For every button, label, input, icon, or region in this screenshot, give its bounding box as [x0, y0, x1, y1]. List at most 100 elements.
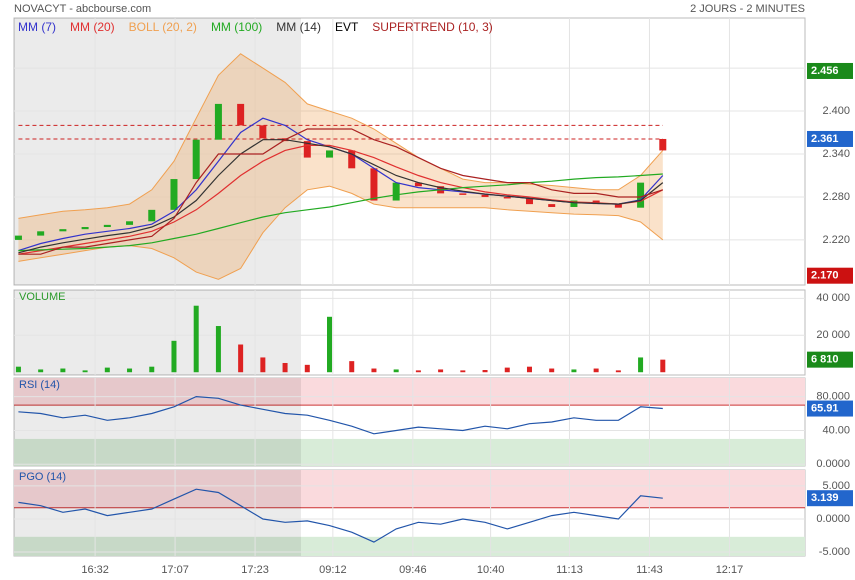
legend-entry: SUPERTREND (10, 3) [372, 20, 492, 34]
panel-title: RSI (14) [19, 379, 60, 391]
volume-bar [238, 344, 244, 373]
x-tick-label: 11:13 [556, 564, 583, 576]
price-tag [807, 400, 853, 417]
indicator-line [18, 395, 663, 435]
y-tick-label: 40 000 [816, 292, 850, 304]
y-tick-label: 2.280 [822, 191, 850, 203]
volume-bar [327, 316, 333, 373]
candle [259, 125, 267, 139]
y-tick-label: 40.00 [822, 424, 850, 436]
bollinger-upper [18, 53, 664, 219]
candle [126, 221, 134, 225]
volume-bar [282, 362, 288, 373]
y-tick-label: 2.400 [822, 105, 850, 117]
oversold-zone [14, 536, 805, 556]
price-tag-label: 2.170 [811, 270, 839, 282]
volume-bar [482, 370, 488, 373]
x-tick-label: 09:12 [319, 564, 347, 576]
volume-bar [304, 364, 310, 373]
y-tick-label: 0.0000 [816, 458, 850, 470]
volume-bar [104, 367, 110, 373]
candle [214, 103, 222, 140]
volume-bar [504, 367, 510, 373]
volume-bar [615, 370, 621, 373]
y-tick-label: 80.000 [816, 391, 850, 403]
candle [192, 139, 200, 180]
volume-bar [526, 366, 532, 373]
x-tick-label: 11:43 [636, 564, 663, 576]
period-label: 2 JOURS - 2 MINUTES [690, 3, 805, 15]
volume-bar [660, 359, 666, 373]
overbought-zone [14, 378, 805, 406]
x-tick-label: 09:46 [399, 564, 427, 576]
volume-bar [38, 369, 44, 373]
volume-bar [349, 361, 355, 373]
candle [637, 182, 645, 208]
previous-session-shade [14, 378, 301, 466]
candle [525, 198, 533, 205]
volume-bar [638, 357, 644, 373]
y-tick-label: 20 000 [816, 329, 850, 341]
indicator-line [18, 144, 664, 255]
volume-bar [193, 305, 199, 373]
y-tick-label: 2.340 [822, 148, 850, 160]
legend-entry: MM (7) [18, 20, 56, 34]
candle [570, 200, 578, 207]
volume-bar [60, 368, 66, 373]
oversold-zone [14, 438, 805, 466]
x-tick-label: 17:07 [161, 564, 189, 576]
previous-session-shade [14, 290, 301, 375]
price-tag [807, 62, 853, 79]
volume-bar [149, 366, 155, 373]
volume-bar [15, 366, 21, 373]
legend-entry: BOLL (20, 2) [129, 20, 197, 34]
volume-bar [171, 340, 177, 373]
volume-bar [593, 368, 599, 373]
candle [81, 227, 89, 230]
price-tag-label: 3.139 [811, 492, 839, 504]
candle [148, 209, 156, 222]
price-tag [807, 351, 853, 368]
x-tick-label: 10:40 [477, 564, 505, 576]
candle [481, 194, 489, 197]
x-tick-label: 12:17 [716, 564, 744, 576]
price-tag-label: 65.91 [811, 402, 839, 414]
volume-bar [438, 369, 444, 373]
y-tick-label: 0.0000 [816, 513, 850, 525]
volume-bar [82, 370, 88, 373]
candle [414, 182, 422, 187]
candle [37, 231, 45, 236]
legend: MM (7) MM (20) BOLL (20, 2) MM (100) MM (14)… [18, 20, 493, 34]
volume-bar [549, 368, 555, 373]
price-tag-label: 2.456 [811, 65, 839, 77]
panel-title: PGO (14) [19, 471, 66, 483]
candle [103, 224, 111, 228]
chart-title: NOVACYT - abcbourse.com [14, 3, 151, 15]
x-tick-label: 16:32 [81, 564, 109, 576]
legend-entry: EVT [335, 20, 359, 34]
price-tag [807, 130, 853, 147]
y-tick-label: -5.000 [819, 546, 850, 558]
price-tag [807, 490, 853, 507]
candle [237, 103, 245, 126]
candle [614, 204, 622, 208]
candle [659, 138, 667, 151]
volume-bar [460, 370, 466, 373]
candle [326, 150, 334, 158]
candle [348, 150, 356, 169]
panel-frame [13, 289, 806, 376]
candle [459, 193, 467, 195]
bollinger-band-fill [18, 53, 663, 280]
candle [370, 168, 378, 201]
candle [303, 141, 311, 158]
indicator-line [18, 488, 663, 543]
indicator-line [18, 128, 663, 255]
volume-bar [215, 326, 221, 373]
price-tag-label: 6 810 [811, 354, 839, 366]
volume-bar [393, 369, 399, 373]
x-tick-label: 17:23 [241, 564, 269, 576]
price-tag [807, 267, 853, 284]
price-tag-label: 2.361 [811, 133, 839, 145]
volume-bar [127, 368, 133, 373]
